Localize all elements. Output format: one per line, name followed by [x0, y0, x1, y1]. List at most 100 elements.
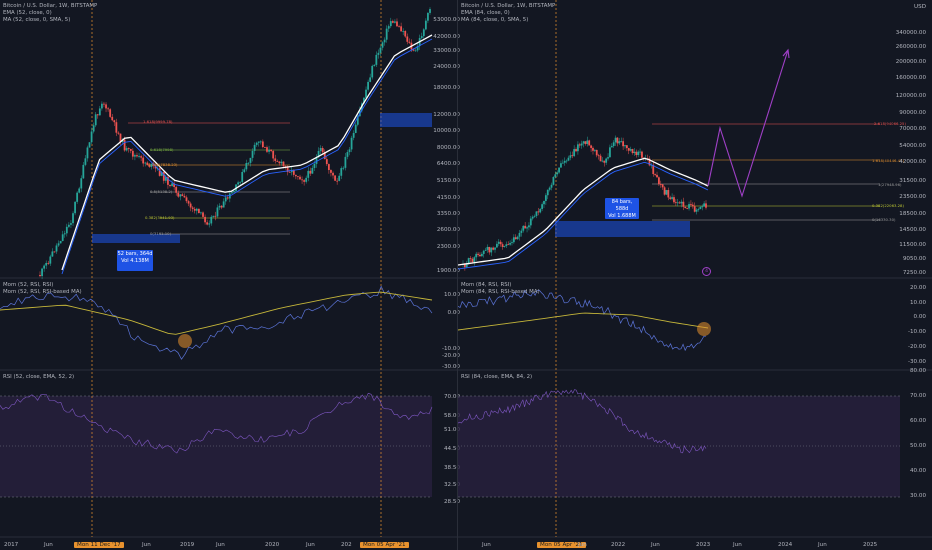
candle: [88, 142, 91, 148]
left-fib-level: 0.5(5138.2): [150, 189, 173, 194]
candle: [385, 28, 388, 40]
candle: [575, 149, 577, 152]
left-chart-pane[interactable]: Bitcoin / U.S. Dollar, 1W, BITSTAMP EMA …: [0, 0, 466, 550]
candle: [501, 244, 504, 247]
left-mom-label[interactable]: Mom (52, RSI, RSI): [3, 282, 54, 288]
right-mom-label[interactable]: Mom (84, RSI, RSI): [461, 282, 512, 288]
right-measure-bars: 84 bars, 588d: [611, 199, 633, 212]
candle: [98, 108, 101, 116]
time-highlight-label: Mon 05 Apr '21: [537, 542, 586, 548]
rsi-tick: 30.00: [909, 493, 926, 499]
price-tick: 42000.00: [899, 159, 926, 165]
candle: [76, 192, 79, 202]
left-measure-bars: 52 bars, 364d: [117, 251, 153, 257]
candle: [422, 29, 425, 37]
mom-tick: -10.00: [907, 329, 926, 335]
candle: [338, 175, 341, 181]
candle: [605, 158, 608, 163]
candle: [272, 150, 275, 159]
candle: [171, 183, 173, 186]
candle: [189, 203, 192, 208]
candle: [119, 133, 122, 142]
candle: [607, 157, 609, 159]
candle: [625, 145, 628, 149]
candle: [593, 149, 596, 151]
price-tick: 12000.00: [433, 112, 460, 118]
candle: [541, 204, 544, 209]
candle: [158, 168, 161, 176]
rsi-tick: 51.00: [443, 427, 460, 433]
candle: [200, 212, 202, 214]
candle: [63, 233, 66, 235]
candle: [601, 160, 604, 162]
candle: [488, 246, 491, 253]
right-mom-legend: Mom (84, RSI, RSI) Mom (84, RSI, RSI-bas…: [461, 282, 540, 296]
candle: [637, 151, 640, 156]
candle: [475, 253, 478, 258]
mom-tick: -10.00: [441, 346, 460, 352]
right-rsi-label[interactable]: RSI (84, close, EMA, 84, 2): [461, 374, 533, 380]
candle: [53, 251, 56, 253]
candle: [560, 163, 562, 168]
candle: [317, 150, 320, 158]
right-mom-ma-label[interactable]: Mom (84, RSI, RSI-based MA): [461, 289, 540, 295]
candle: [480, 253, 483, 257]
candle: [369, 77, 372, 82]
momentum-line: [0, 285, 433, 360]
left-mom-ma-label[interactable]: Mom (52, RSI, RSI-based MA): [3, 289, 82, 295]
candle: [67, 224, 70, 227]
right-ma-legend[interactable]: MA (84, close, 0, SMA, 5): [461, 17, 529, 23]
left-chart-canvas[interactable]: [0, 0, 466, 550]
candle: [288, 171, 291, 173]
price-tick: 6400.00: [436, 161, 460, 167]
candle: [109, 109, 112, 117]
right-chart-canvas[interactable]: [458, 0, 932, 550]
candle: [394, 21, 396, 23]
right-measure-box[interactable]: 84 bars, 588d Vol 1.688M: [605, 198, 639, 219]
left-ema-legend[interactable]: EMA (52, close, 0): [3, 10, 52, 16]
candle: [571, 155, 574, 157]
candle: [142, 157, 145, 164]
candle: [264, 147, 266, 148]
left-ma-legend[interactable]: MA (52, close, 0, SMA, 5): [3, 17, 71, 23]
candle: [463, 264, 466, 268]
price-tick: 200000.00: [895, 59, 926, 65]
candle: [398, 26, 400, 28]
candle: [667, 190, 670, 198]
ma-line: [61, 38, 433, 275]
candle: [686, 208, 689, 209]
price-tick: 5150.00: [436, 178, 460, 184]
candle: [278, 161, 281, 164]
right-fib-level: 1.618(40446.43): [872, 158, 904, 163]
candle: [511, 242, 513, 244]
candle: [39, 275, 41, 277]
candle: [688, 204, 690, 209]
candle: [70, 223, 72, 225]
candle: [107, 108, 109, 110]
candle: [490, 247, 493, 253]
candle: [74, 201, 76, 214]
candle: [402, 30, 405, 32]
rsi-tick: 58.00: [443, 413, 460, 419]
right-chart-pane[interactable]: Bitcoin / U.S. Dollar, 1W, BITSTAMP EMA …: [458, 0, 932, 550]
candle: [563, 160, 566, 163]
candle: [693, 206, 696, 212]
candle: [503, 245, 506, 247]
candle: [514, 237, 517, 240]
projection-wave-marker[interactable]: 4: [702, 267, 711, 276]
left-measure-box[interactable]: 52 bars, 364d Vol 4.138M: [117, 250, 153, 271]
time-label: Jun: [142, 542, 151, 548]
candle: [148, 165, 151, 167]
candle: [578, 144, 581, 146]
candle: [528, 225, 530, 228]
price-axis-currency[interactable]: USD: [914, 4, 926, 10]
candle: [584, 141, 587, 144]
candle: [319, 147, 322, 151]
right-ema-legend[interactable]: EMA (84, close, 0): [461, 10, 510, 16]
candle: [614, 137, 617, 143]
candle: [268, 149, 270, 152]
candle: [55, 245, 58, 252]
right-fib-level: 0(16330.30): [872, 217, 896, 222]
left-rsi-label[interactable]: RSI (52, close, EMA, 52, 2): [3, 374, 75, 380]
candle: [92, 125, 95, 132]
